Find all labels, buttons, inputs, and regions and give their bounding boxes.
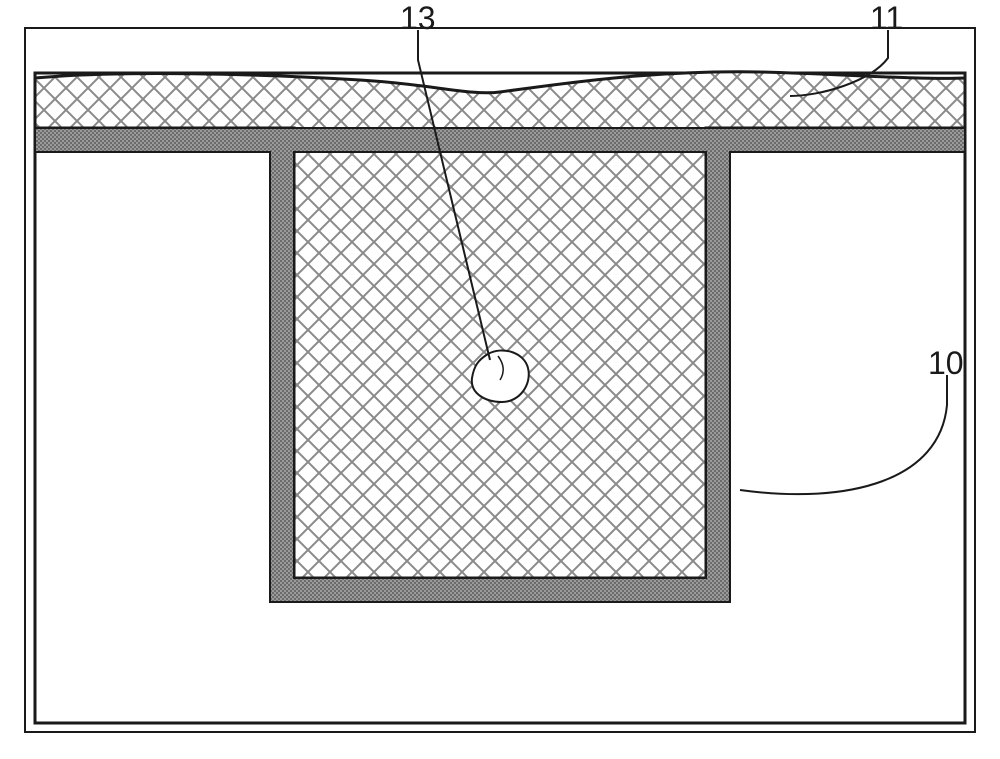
diagram-svg [0, 0, 1000, 759]
label-11: 11 [870, 0, 903, 37]
label-10: 10 [928, 345, 964, 382]
label-13: 13 [400, 0, 436, 37]
diagram-canvas: 13 11 10 [0, 0, 1000, 759]
